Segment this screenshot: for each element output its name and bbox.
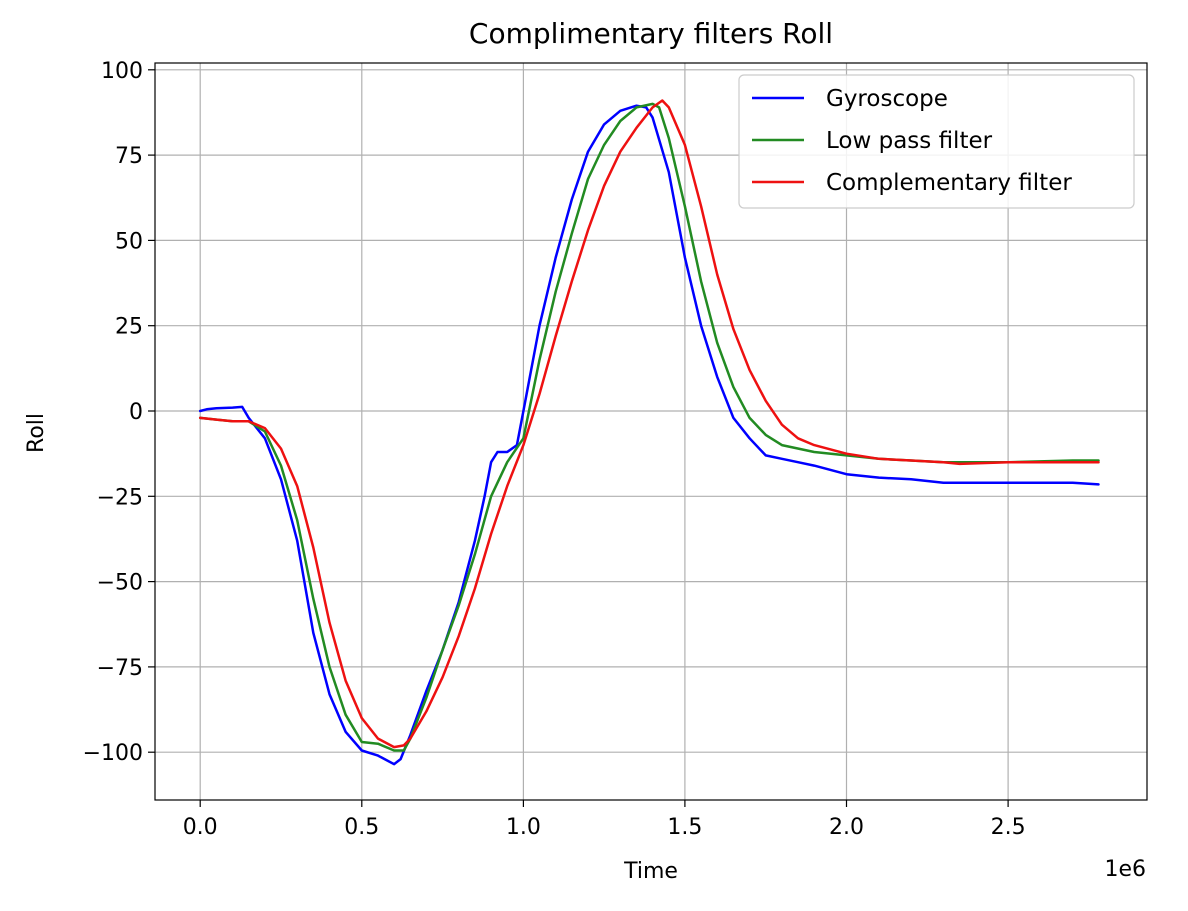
series-lines (198, 99, 1100, 766)
y-tick-label: 75 (115, 144, 143, 169)
y-tick-label: 0 (129, 400, 143, 425)
x-tick-label: 0.5 (344, 815, 379, 840)
series-line-low-pass-filter (198, 102, 1100, 752)
legend: Gyroscope Low pass filter Complementary … (738, 74, 1135, 209)
y-tick-label: −50 (97, 571, 143, 596)
y-axis-label: Roll (24, 413, 49, 453)
y-tick-label: −100 (83, 741, 143, 766)
y-tick-label: −25 (97, 485, 143, 510)
legend-label-low-pass-filter: Low pass filter (826, 128, 993, 154)
grid (155, 63, 1147, 800)
x-axis-label: Time (623, 859, 678, 884)
x-tick-label: 1.0 (506, 815, 541, 840)
y-tick-label: 25 (115, 315, 143, 340)
y-tick-label: 50 (115, 229, 143, 254)
plot-frame (154, 62, 1148, 801)
x-tick-label: 0.0 (183, 815, 218, 840)
axis-ticks: 0.0 0.5 1.0 1.5 2.0 2.5 100 75 50 25 0 −25 −50 −75 −10… (83, 59, 1026, 840)
y-tick-label: 100 (101, 59, 143, 84)
x-tick-label: 2.5 (991, 815, 1026, 840)
legend-label-complementary-filter: Complementary filter (826, 170, 1072, 196)
y-tick-label: −75 (97, 656, 143, 681)
legend-label-gyroscope: Gyroscope (826, 86, 948, 112)
x-tick-label: 2.0 (829, 815, 864, 840)
series-line-complementary-filter (198, 99, 1100, 749)
x-tick-label: 1.5 (667, 815, 702, 840)
x-offset-label: 1e6 (1104, 857, 1146, 882)
chart-title: Complimentary filters Roll (469, 17, 833, 50)
legend-box (738, 74, 1135, 209)
series-line-gyroscope (198, 104, 1100, 766)
